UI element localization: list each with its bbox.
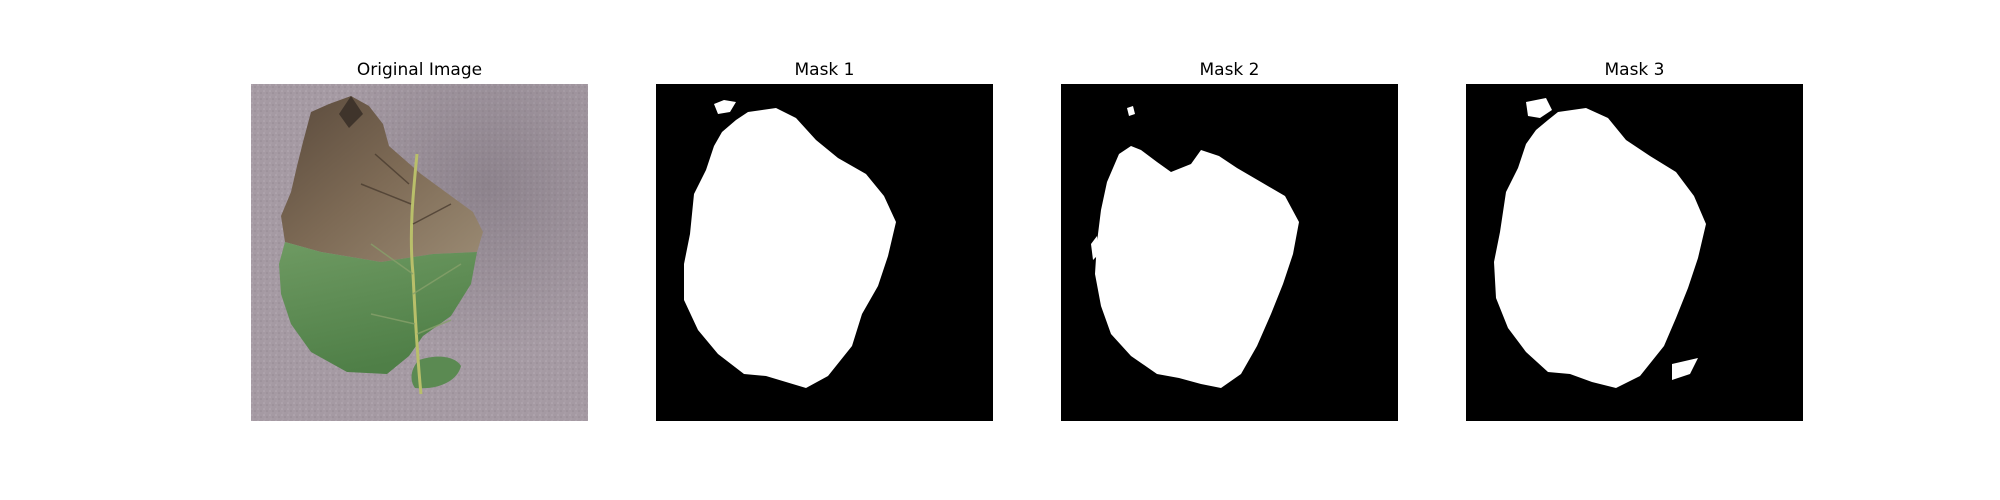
original-leaf-image <box>251 84 588 421</box>
panel-title: Mask 3 <box>1466 58 1803 82</box>
mask-1-image <box>656 84 993 421</box>
panel-mask-3: Mask 3 <box>1466 58 1803 421</box>
panel-mask-2: Mask 2 <box>1061 58 1398 421</box>
panel-title: Original Image <box>251 58 588 82</box>
mask-3-image <box>1466 84 1803 421</box>
panel-original-image: Original Image <box>251 58 588 421</box>
mask-2-image <box>1061 84 1398 421</box>
panel-mask-1: Mask 1 <box>656 58 993 421</box>
panel-title: Mask 2 <box>1061 58 1398 82</box>
panel-title: Mask 1 <box>656 58 993 82</box>
